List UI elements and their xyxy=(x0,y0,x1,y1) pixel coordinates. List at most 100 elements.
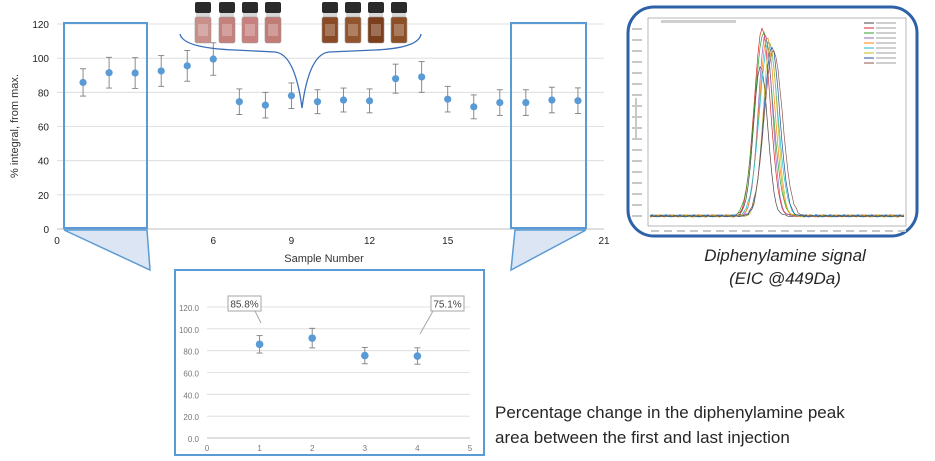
vial-neck xyxy=(346,13,360,17)
eic-legend-label xyxy=(876,27,896,29)
inset-y-tick-label: 0.0 xyxy=(188,435,200,444)
eic-x-tick-label xyxy=(768,230,776,232)
vial-label xyxy=(245,24,255,36)
vial-icon xyxy=(344,2,362,44)
vial-label xyxy=(268,24,278,36)
first-value-label: 85.8% xyxy=(230,300,258,311)
main-data-point xyxy=(131,69,139,77)
eic-x-tick-label xyxy=(716,230,724,232)
vial-body xyxy=(264,16,282,44)
vial-icon xyxy=(367,2,385,44)
inset-x-tick-label: 4 xyxy=(415,444,420,453)
vial-label xyxy=(222,24,232,36)
eic-caption-line1: Diphenylamine signal xyxy=(704,246,866,265)
vial-label xyxy=(394,24,404,36)
eic-legend-label xyxy=(876,37,896,39)
eic-legend-label xyxy=(876,32,896,34)
eic-y-tick-label xyxy=(632,193,642,195)
main-data-point xyxy=(470,103,478,111)
vial-body xyxy=(241,16,259,44)
eic-x-tick-label xyxy=(820,230,828,232)
vial-cap xyxy=(242,2,258,13)
eic-y-tick-label xyxy=(632,171,642,173)
vial-label xyxy=(198,24,208,36)
eic-caption: Diphenylamine signal (EIC @449Da) xyxy=(640,244,930,290)
main-y-tick-label: 0 xyxy=(43,225,49,236)
eic-plot-area xyxy=(647,17,907,227)
inset-x-tick-label: 3 xyxy=(363,444,368,453)
vial-neck xyxy=(369,13,383,17)
main-data-point xyxy=(365,97,374,105)
last-samples-highlight xyxy=(510,22,587,229)
main-data-point xyxy=(418,73,426,81)
eic-x-tick-label xyxy=(742,230,750,232)
eic-x-tick-label xyxy=(664,230,672,232)
vial-icon xyxy=(194,2,212,44)
eic-y-tick-label xyxy=(632,72,642,74)
main-data-point xyxy=(235,98,243,106)
vial-neck xyxy=(323,13,337,17)
inset-scatter-chart: 0.0 20.0 40.0 60.0 80.0 100.0 120.0 0 1 2 3 4 5 85.8… xyxy=(179,295,473,453)
main-data-point xyxy=(574,97,582,105)
vial-body xyxy=(390,16,408,44)
description-text: Percentage change in the diphenylamine p… xyxy=(495,400,925,450)
vial-body xyxy=(218,16,236,44)
eic-y-tick-label xyxy=(632,160,642,162)
vial-icon xyxy=(264,2,282,44)
vial-icon xyxy=(218,2,236,44)
vial-cap xyxy=(368,2,384,13)
inset-y-tick-label: 80.0 xyxy=(183,348,199,357)
vial-cap xyxy=(195,2,211,13)
main-y-tick-label: 80 xyxy=(38,88,50,99)
vial-body xyxy=(367,16,385,44)
main-data-point xyxy=(79,78,87,87)
eic-x-tick-label xyxy=(755,230,763,232)
main-data-point xyxy=(522,98,530,107)
eic-y-axis-label xyxy=(635,98,637,138)
main-y-tick-label: 120 xyxy=(32,20,49,31)
eic-x-tick-label xyxy=(781,230,789,232)
inset-y-tick-label: 60.0 xyxy=(183,370,199,379)
vial-neck xyxy=(243,13,257,17)
first-value-callout: 85.8% xyxy=(227,295,262,324)
main-data-point xyxy=(444,95,452,103)
last-value-label: 75.1% xyxy=(433,300,461,311)
inset-y-tick-label: 20.0 xyxy=(183,413,199,422)
first-callout-wedge xyxy=(63,229,151,272)
vial-body xyxy=(321,16,339,44)
eic-y-tick-label xyxy=(632,204,642,206)
eic-x-tick-label xyxy=(677,230,685,232)
vial-cap xyxy=(391,2,407,13)
last-value-callout: 75.1% xyxy=(419,295,465,335)
eic-legend-label xyxy=(876,22,896,24)
eic-x-tick-label xyxy=(872,230,880,232)
eic-legend-label xyxy=(876,47,896,49)
eic-x-tick-label xyxy=(690,230,698,232)
inset-x-tick-label: 0 xyxy=(205,444,210,453)
main-data-point xyxy=(339,96,348,104)
eic-panel xyxy=(626,5,919,238)
main-data-point xyxy=(287,92,296,100)
vial-group-bracket xyxy=(179,33,422,109)
main-data-point xyxy=(183,62,191,70)
vial-cap xyxy=(322,2,338,13)
inset-y-tick-label: 120.0 xyxy=(179,304,200,313)
main-y-tick-label: 20 xyxy=(38,191,50,202)
main-y-axis-label: % integral, from max. xyxy=(9,74,21,178)
main-data-point xyxy=(313,98,322,106)
vial-label xyxy=(325,24,335,36)
description-line1: Percentage change in the diphenylamine p… xyxy=(495,403,845,422)
eic-x-tick-label xyxy=(859,230,867,232)
vials-illustration xyxy=(179,2,422,109)
eic-x-tick-label xyxy=(833,230,841,232)
vial-neck xyxy=(392,13,406,17)
main-x-axis-label: Sample Number xyxy=(284,253,364,265)
inset-y-tick-label: 40.0 xyxy=(183,391,199,400)
main-x-tick-label: 21 xyxy=(598,236,610,247)
vial-cap xyxy=(265,2,281,13)
vial-cap xyxy=(219,2,235,13)
vial-icon xyxy=(321,2,339,44)
inset-data-point xyxy=(308,334,316,342)
main-x-tick-label: 12 xyxy=(364,236,376,247)
inset-x-tick-label: 5 xyxy=(468,444,473,453)
